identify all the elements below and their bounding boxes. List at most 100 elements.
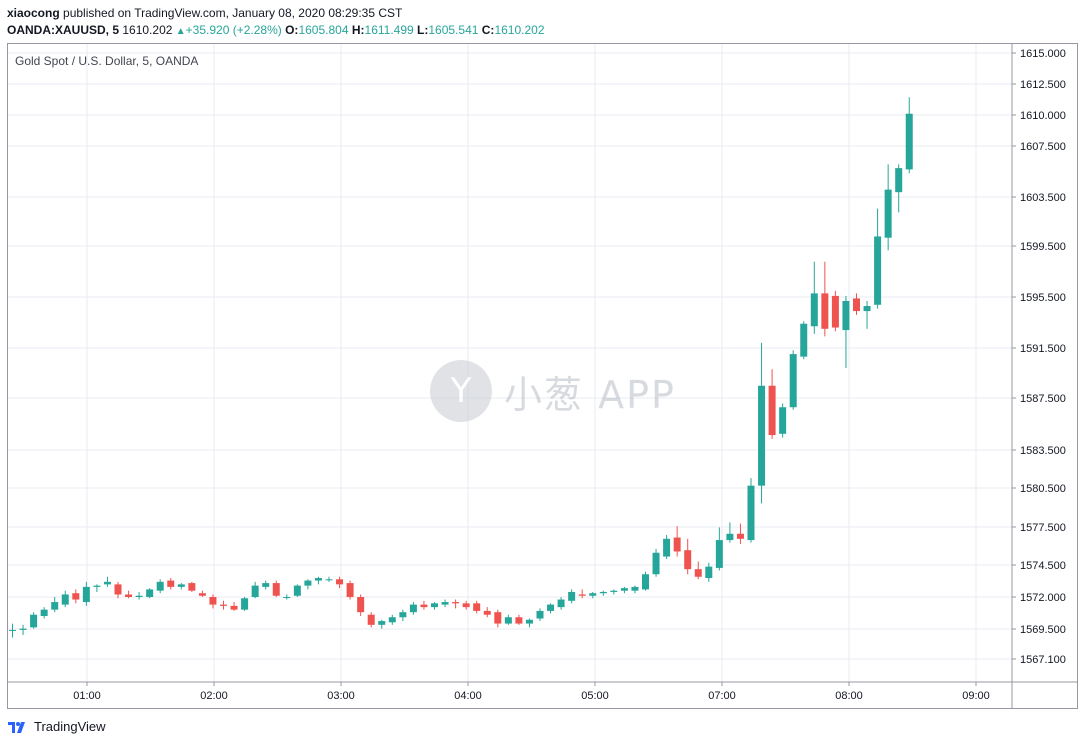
x-tick-label: 03:00 [327, 690, 355, 702]
candle-body [736, 533, 744, 539]
candle-body [293, 585, 301, 596]
candle-body [61, 594, 69, 605]
candle-body [188, 583, 196, 591]
candle-body [895, 168, 903, 193]
candle-body [283, 597, 291, 599]
y-tick-label: 1599.500 [1020, 241, 1066, 253]
candle-body [684, 550, 692, 570]
candle-body [831, 295, 839, 328]
low-label: L: [417, 23, 429, 37]
x-tick-label: 07:00 [708, 690, 736, 702]
y-tick-label: 1591.500 [1020, 343, 1066, 355]
candle-body [431, 603, 438, 608]
y-tick-label: 1574.500 [1020, 560, 1066, 572]
candle-body [578, 594, 586, 596]
tradingview-brand[interactable]: TradingView [34, 719, 106, 734]
candle-body [715, 540, 723, 568]
candle-body [747, 485, 755, 541]
tradingview-logo-icon [8, 721, 25, 733]
candle-body [399, 612, 407, 618]
candle-body [367, 614, 375, 625]
y-tick-label: 1610.000 [1020, 110, 1066, 122]
candle-body [177, 584, 185, 587]
candle-body [452, 602, 460, 604]
footer: TradingView [8, 719, 106, 734]
up-arrow-icon: ▲ [175, 26, 186, 37]
candle-body [230, 605, 238, 610]
candle-body [409, 604, 417, 613]
candle-body [473, 603, 481, 611]
x-tick-label: 04:00 [454, 690, 482, 702]
low-value: 1605.541 [428, 23, 479, 37]
candle-body [125, 594, 133, 598]
y-tick-label: 1572.000 [1020, 592, 1066, 604]
candle-body [156, 581, 164, 591]
x-tick-label: 05:00 [581, 690, 609, 702]
open-label: O: [285, 23, 299, 37]
y-tick-label: 1603.500 [1020, 192, 1066, 204]
candle-body [146, 589, 154, 598]
price-change: +35.920 (+2.28%) [185, 23, 282, 37]
watermark-logo-icon: Y [430, 360, 492, 422]
ohlc-line: OANDA:XAUUSD, 5 1610.202 ▲+35.920 (+2.28… [7, 23, 545, 37]
candle-body [462, 603, 470, 608]
candle-body [198, 593, 206, 596]
candle-body [30, 614, 38, 628]
candle-body [620, 588, 628, 591]
candle-body [884, 189, 892, 238]
candle-body [378, 621, 386, 625]
candle-body [494, 612, 502, 624]
candle-body [568, 591, 576, 601]
candle-body [93, 585, 101, 587]
candle-body [51, 602, 59, 610]
candle-body [905, 113, 913, 170]
candle-body [599, 591, 607, 594]
candle-body [694, 569, 702, 577]
candle-body [504, 617, 512, 624]
candle-body [441, 602, 449, 605]
y-tick-label: 1580.500 [1020, 483, 1066, 495]
candle-body [726, 533, 734, 541]
candle-body [167, 580, 175, 587]
candle-body [262, 583, 270, 587]
x-tick-label: 01:00 [73, 690, 101, 702]
y-tick-label: 1615.000 [1020, 48, 1066, 60]
candle-body [842, 300, 850, 331]
candle-body [547, 604, 555, 611]
candle-body [789, 354, 797, 408]
high-label: H: [351, 23, 365, 37]
chart-frame [7, 43, 1078, 709]
candle-body [810, 293, 818, 327]
candle-body [589, 593, 597, 596]
x-tick-label: 09:00 [962, 690, 990, 702]
y-tick-label: 1577.500 [1020, 522, 1066, 534]
candle-body [325, 579, 333, 581]
candle-body [72, 593, 80, 600]
y-tick-label: 1607.500 [1020, 141, 1066, 153]
candle-body [114, 584, 122, 595]
candle-body [272, 583, 280, 596]
candle-body [652, 552, 660, 575]
candle-body [346, 583, 354, 598]
candle-body [800, 323, 808, 357]
x-tick-label: 08:00 [835, 690, 863, 702]
candle-body [304, 580, 312, 586]
candle-body [515, 617, 523, 624]
candle-body [220, 604, 227, 606]
high-value: 1611.499 [364, 23, 414, 37]
candle-body [610, 590, 618, 592]
candle-body [557, 599, 565, 608]
candle-body [631, 586, 639, 591]
candle-body [336, 579, 344, 585]
y-tick-label: 1569.500 [1020, 624, 1066, 636]
candle-body [642, 574, 649, 590]
publisher-name[interactable]: xiaocong [7, 6, 60, 20]
candle-body [705, 566, 713, 579]
chart-legend: Gold Spot / U.S. Dollar, 5, OANDA [15, 54, 199, 68]
published-text: published on TradingView.com, January 08… [63, 6, 403, 20]
watermark-text: 小葱 APP [504, 372, 676, 417]
candle-body [357, 597, 365, 613]
candle-body [420, 604, 428, 608]
publish-info: xiaocong published on TradingView.com, J… [7, 6, 402, 20]
